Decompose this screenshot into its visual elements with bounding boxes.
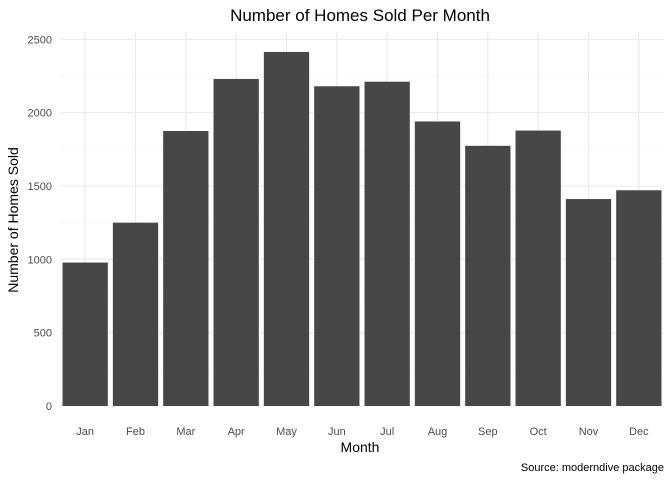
bar-oct xyxy=(515,130,561,406)
bar-apr xyxy=(213,78,259,406)
y-axis-title: Number of Homes Sold xyxy=(5,147,21,293)
x-tick-label: Apr xyxy=(228,426,245,438)
y-tick-label: 500 xyxy=(34,328,52,340)
x-tick-label: Feb xyxy=(126,426,145,438)
bar-jan xyxy=(62,262,108,406)
bar-dec xyxy=(616,190,662,406)
chart-title: Number of Homes Sold Per Month xyxy=(230,6,490,25)
y-tick-label: 0 xyxy=(46,401,52,413)
bar-mar xyxy=(163,131,209,406)
x-tick-label: Jun xyxy=(328,426,346,438)
bars xyxy=(62,51,662,407)
bar-aug xyxy=(414,121,461,406)
bar-sep xyxy=(465,145,511,406)
y-tick-label: 1500 xyxy=(28,181,52,193)
x-tick-label: Nov xyxy=(579,426,599,438)
x-axis-ticks: Jan Feb Mar Apr May Jun Jul Aug Sep Oct Nov Dec xyxy=(76,426,649,438)
bar-jul xyxy=(364,81,410,406)
x-tick-label: Dec xyxy=(629,426,649,438)
x-tick-label: Mar xyxy=(176,426,195,438)
x-tick-label: May xyxy=(276,426,297,438)
x-tick-label: Sep xyxy=(478,426,498,438)
x-axis-title: Month xyxy=(341,439,380,455)
chart-caption: Source: moderndive package xyxy=(521,462,664,474)
x-tick-label: Jan xyxy=(76,426,94,438)
y-tick-label: 2000 xyxy=(28,108,52,120)
y-tick-label: 1000 xyxy=(28,254,52,266)
x-tick-label: Oct xyxy=(530,426,547,438)
bar-feb xyxy=(112,222,159,406)
x-tick-label: Jul xyxy=(380,426,394,438)
bar-jun xyxy=(314,86,360,407)
x-tick-label: Aug xyxy=(428,426,448,438)
y-axis-ticks: 0 500 1000 1500 2000 2500 xyxy=(28,34,52,413)
y-tick-label: 2500 xyxy=(28,34,52,46)
bar-nov xyxy=(565,199,612,406)
bar-may xyxy=(263,51,310,407)
